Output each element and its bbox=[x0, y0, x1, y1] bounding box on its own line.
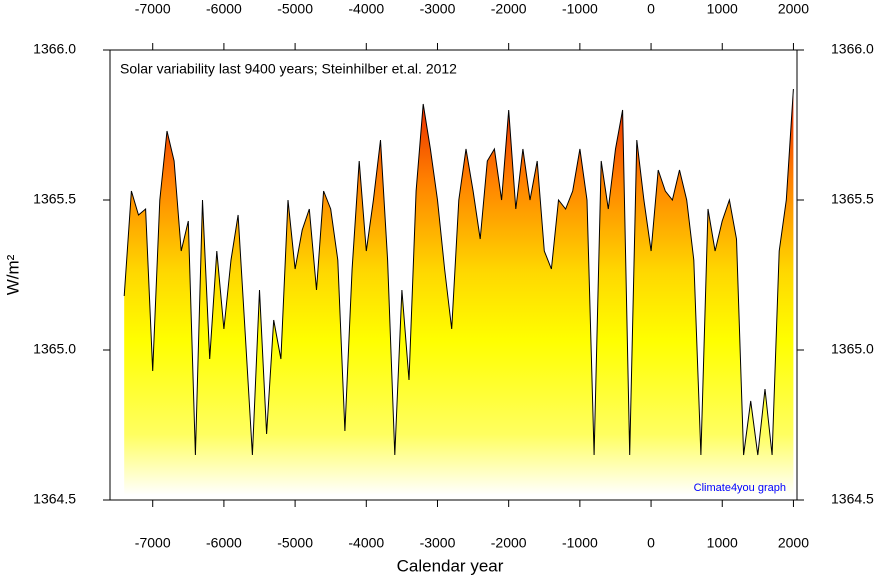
y-axis-label: W/m² bbox=[3, 254, 22, 295]
x-tick-label: -7000 bbox=[135, 535, 171, 551]
y2-tick-label: 1366.0 bbox=[831, 41, 874, 57]
y-tick-label: 1365.5 bbox=[33, 191, 76, 207]
x-tick-label: 1000 bbox=[707, 535, 738, 551]
x-tick-label: 0 bbox=[647, 535, 655, 551]
x-tick-label-top: -7000 bbox=[135, 1, 171, 17]
x-tick-label: -1000 bbox=[562, 535, 598, 551]
x-tick-label-top: -4000 bbox=[348, 1, 384, 17]
plot-frame bbox=[109, 49, 798, 501]
x-axis-label: Calendar year bbox=[397, 556, 504, 575]
x-tick-label: -5000 bbox=[277, 535, 313, 551]
y2-tick-label: 1364.5 bbox=[831, 491, 874, 507]
annotation: Climate4you graph bbox=[694, 482, 786, 494]
x-tick-label-top: -3000 bbox=[420, 1, 456, 17]
y2-tick-label: 1365.0 bbox=[831, 341, 874, 357]
chart-title: Solar variability last 9400 years; Stein… bbox=[120, 61, 457, 77]
y-tick-label: 1365.0 bbox=[33, 341, 76, 357]
y-tick-label: 1364.5 bbox=[33, 491, 76, 507]
x-tick-label: -2000 bbox=[491, 535, 527, 551]
area-fill bbox=[124, 89, 794, 495]
x-tick-label: 2000 bbox=[778, 535, 809, 551]
x-tick-label-top: 2000 bbox=[778, 1, 809, 17]
y2-tick-label: 1365.5 bbox=[831, 191, 874, 207]
area-line bbox=[123, 88, 794, 456]
x-tick-label-top: -2000 bbox=[491, 1, 527, 17]
x-tick-label-top: -5000 bbox=[277, 1, 313, 17]
x-tick-label-top: -6000 bbox=[206, 1, 242, 17]
x-tick-label: -3000 bbox=[420, 535, 456, 551]
y-tick-label: 1366.0 bbox=[33, 41, 76, 57]
x-tick-label: -4000 bbox=[348, 535, 384, 551]
x-tick-label-top: 1000 bbox=[707, 1, 738, 17]
x-tick-label-top: 0 bbox=[647, 1, 655, 17]
x-tick-label: -6000 bbox=[206, 535, 242, 551]
x-tick-label-top: -1000 bbox=[562, 1, 598, 17]
